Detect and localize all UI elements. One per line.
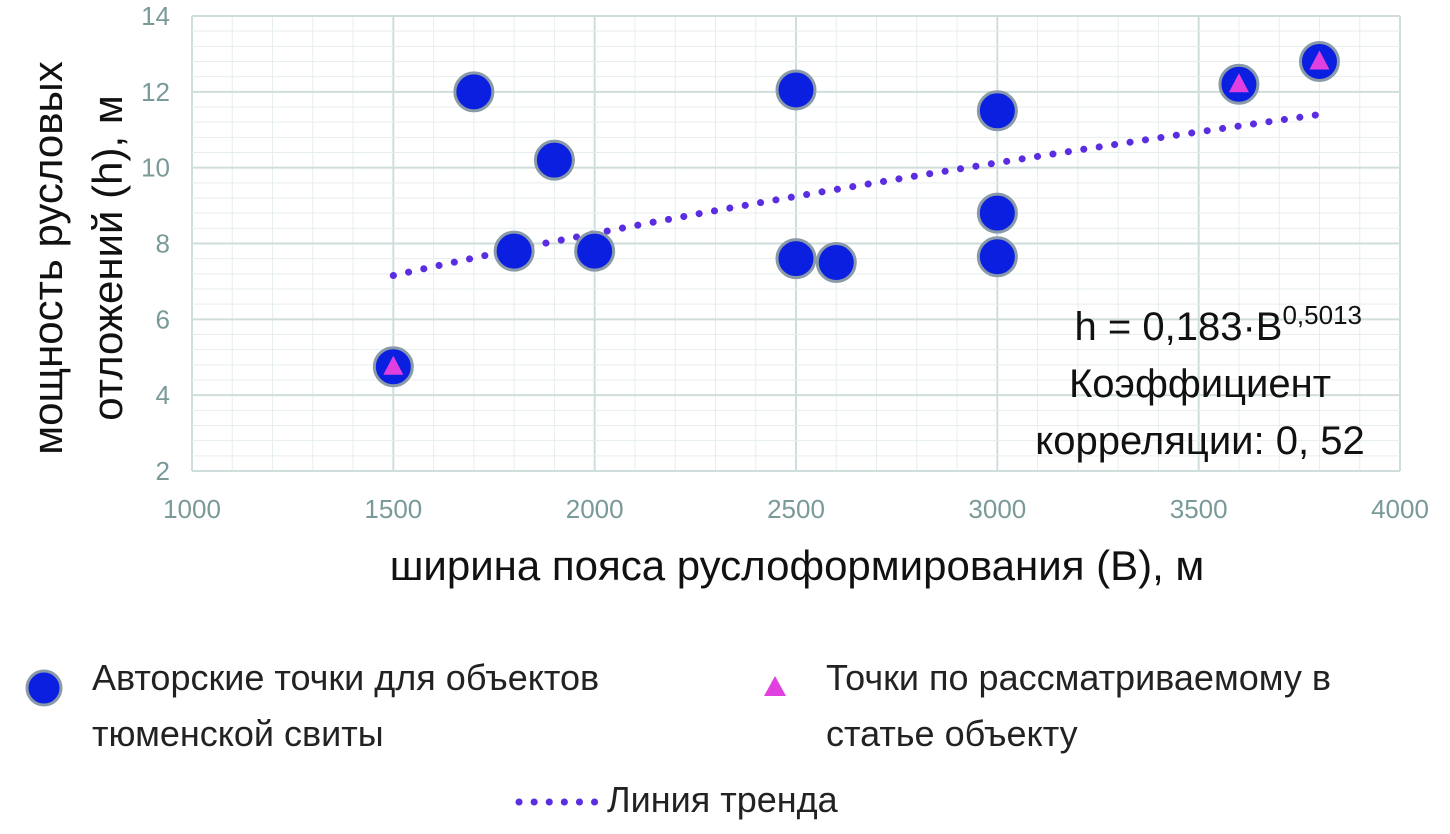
x-axis-title: ширина пояса руслоформирования (В), м bbox=[390, 542, 1205, 589]
data-point-circle bbox=[775, 238, 817, 280]
x-tick-label: 2000 bbox=[566, 494, 624, 524]
data-points bbox=[372, 41, 1340, 388]
legend-label-author-line2: тюменской свиты bbox=[92, 713, 384, 754]
correlation-label-line2: корреляции: 0, 52 bbox=[1035, 419, 1364, 463]
legend-label-author-line1: Авторские точки для объектов bbox=[92, 657, 600, 698]
x-tick-label: 2500 bbox=[767, 494, 825, 524]
x-tick-label: 1000 bbox=[163, 494, 221, 524]
y-tick-label: 10 bbox=[141, 153, 170, 183]
data-point-circle bbox=[775, 69, 817, 111]
y-axis-title-line1: мощность русловых bbox=[24, 61, 71, 454]
data-point-triangle bbox=[383, 355, 404, 375]
y-tick-label: 2 bbox=[156, 456, 170, 486]
y-tick-label: 14 bbox=[141, 1, 170, 31]
legend-label-article-line1: Точки по рассматриваемому в bbox=[826, 657, 1332, 698]
data-point-circle bbox=[453, 71, 495, 113]
data-point-triangle bbox=[1228, 73, 1249, 93]
y-tick-label: 4 bbox=[156, 380, 170, 410]
data-point-triangle bbox=[1309, 50, 1330, 70]
legend-triangle-marker bbox=[764, 676, 786, 696]
legend-circle-marker bbox=[25, 669, 63, 707]
data-point-circle bbox=[493, 230, 535, 272]
grid bbox=[191, 15, 1401, 472]
data-point-circle bbox=[533, 139, 575, 181]
x-tick-label: 4000 bbox=[1371, 494, 1429, 524]
y-tick-label: 8 bbox=[156, 229, 170, 259]
data-point-circle bbox=[815, 241, 857, 283]
data-point-circle bbox=[976, 90, 1018, 132]
legend-dotted-line-marker bbox=[515, 798, 605, 806]
x-tick-label: 1500 bbox=[364, 494, 422, 524]
x-axis-ticks: 1000 1500 2000 2500 3000 3500 4000 bbox=[163, 494, 1429, 524]
y-axis-title-line2: отложений (h), м bbox=[84, 95, 131, 420]
equation-annotation: h = 0,183·B0,5013 Коэффициент корреляции… bbox=[1035, 300, 1364, 463]
y-tick-label: 6 bbox=[156, 304, 170, 334]
y-axis-ticks: 2 4 6 8 10 12 14 bbox=[141, 1, 170, 486]
data-point-circle bbox=[976, 236, 1018, 278]
correlation-label-line1: Коэффициент bbox=[1069, 362, 1331, 406]
data-point-circle bbox=[574, 230, 616, 272]
y-axis-title: мощность русловых отложений (h), м bbox=[24, 61, 131, 454]
y-tick-label: 12 bbox=[141, 77, 170, 107]
legend-label-article-line2: статье объекту bbox=[826, 713, 1078, 754]
legend-label-trendline: Линия тренда bbox=[607, 779, 838, 820]
equation-base: h = 0,183·B bbox=[1075, 305, 1283, 349]
x-tick-label: 3500 bbox=[1170, 494, 1228, 524]
x-tick-label: 3000 bbox=[968, 494, 1026, 524]
equation-exponent: 0,5013 bbox=[1282, 300, 1362, 330]
trend-line-path bbox=[389, 111, 1323, 279]
trend-line bbox=[389, 111, 1323, 279]
equation-text: h = 0,183·B0,5013 bbox=[1075, 300, 1362, 349]
data-point-circle bbox=[976, 192, 1018, 234]
